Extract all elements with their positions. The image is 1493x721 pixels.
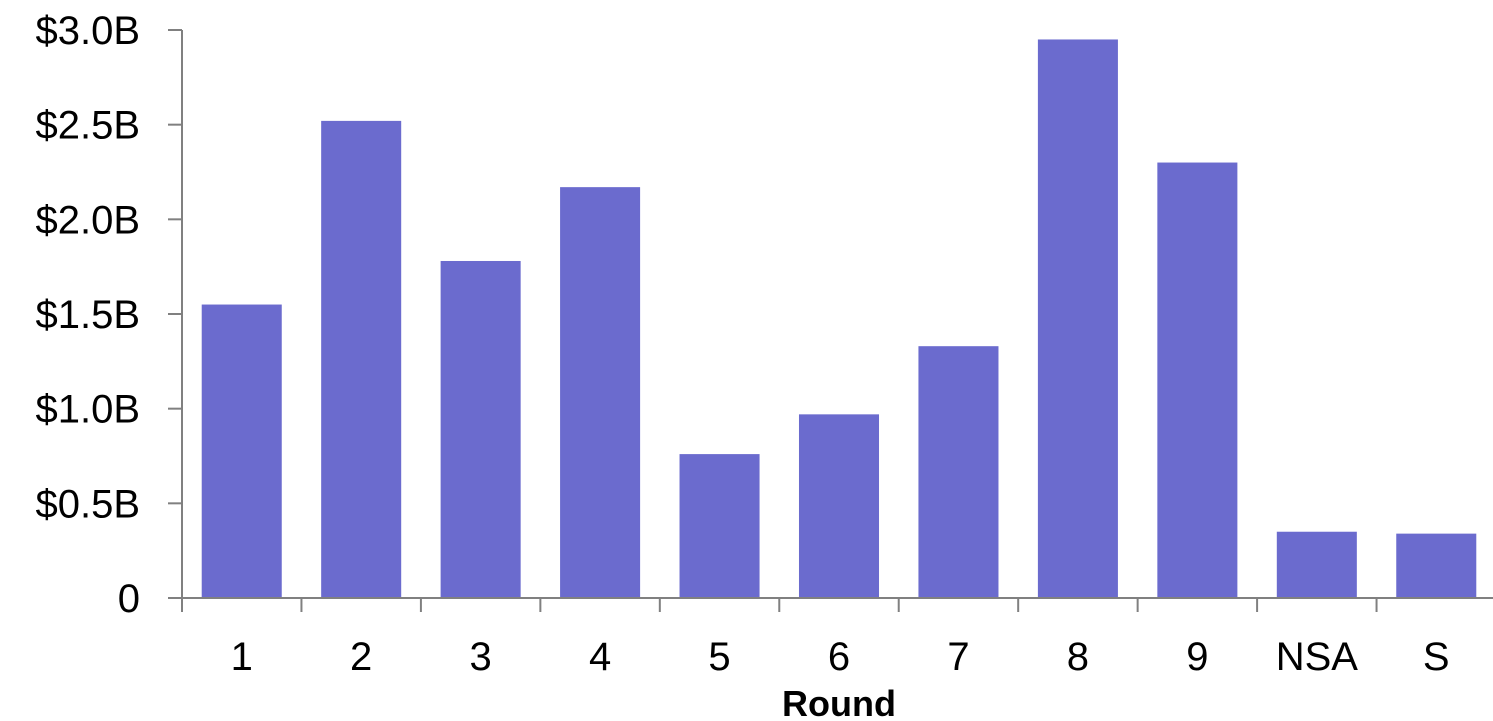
x-tick-label: 8 — [1067, 635, 1089, 679]
y-tick-label: 0 — [118, 577, 140, 621]
x-tick-label: NSA — [1276, 635, 1359, 679]
x-tick-label: 3 — [470, 635, 492, 679]
bar — [1037, 39, 1118, 598]
y-tick-labels: 0 $0.5B $1.0B $1.5B $2.0B $2.5B $3.0B — [35, 9, 140, 621]
bar — [918, 346, 999, 598]
bars — [201, 39, 1477, 599]
y-tick-label: $0.5B — [35, 482, 140, 526]
x-tick-label: 6 — [828, 635, 850, 679]
x-tick-label: 5 — [708, 635, 730, 679]
x-axis-title: Round — [782, 683, 896, 721]
x-tick-label: 4 — [589, 635, 611, 679]
bar — [440, 260, 521, 598]
x-tick-labels: 1 2 3 4 5 6 7 8 9 NSA S — [231, 635, 1450, 679]
y-tick-label: $1.0B — [35, 388, 140, 432]
y-tick-label: $1.5B — [35, 293, 140, 337]
bar — [679, 454, 760, 598]
bar — [321, 120, 402, 598]
y-tick-label: $2.5B — [35, 104, 140, 148]
x-tick-label: 2 — [350, 635, 372, 679]
x-tick-label: S — [1423, 635, 1450, 679]
bar — [1396, 533, 1477, 598]
bar — [798, 414, 880, 598]
bar — [560, 187, 641, 598]
x-tick-label: 9 — [1186, 635, 1208, 679]
y-tick-label: $2.0B — [35, 198, 140, 242]
x-tick-marks — [181, 598, 1378, 612]
x-tick-label: 7 — [947, 635, 969, 679]
x-tick-label: 1 — [231, 635, 253, 679]
y-tick-marks — [168, 29, 182, 599]
bar — [201, 304, 282, 598]
bar — [1276, 531, 1357, 598]
y-tick-label: $3.0B — [35, 9, 140, 53]
bar — [1157, 162, 1238, 599]
